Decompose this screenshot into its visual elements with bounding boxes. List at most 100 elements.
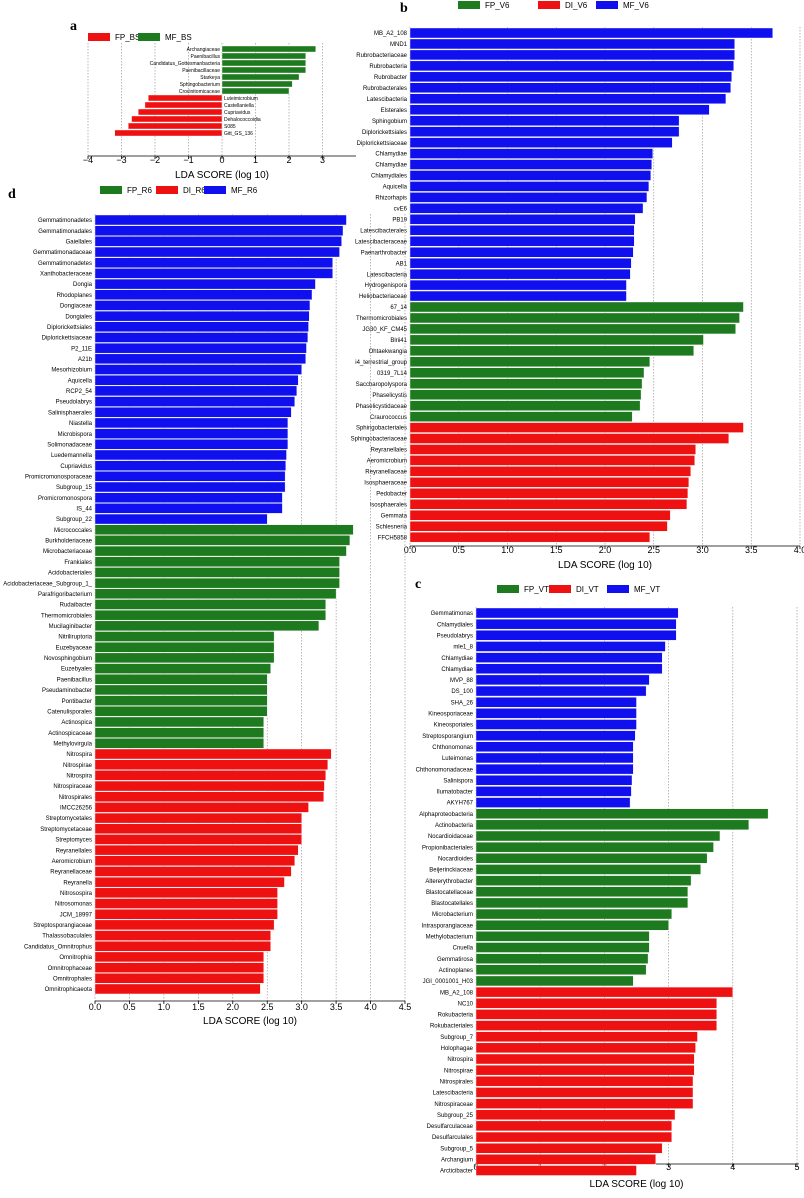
category-label: Archangium <box>441 1158 473 1164</box>
category-label: Craurococcus <box>370 415 407 421</box>
category-label: Ohtaekwangia <box>369 349 408 355</box>
bar-Acidobacteriaceae_Subgroup_1_ <box>94 577 340 589</box>
bar-Rhizorhapis <box>409 192 648 203</box>
category-label: Phaselicystidaceae <box>356 404 408 410</box>
tick-label: 3.5 <box>745 545 758 555</box>
bar-Gemmatimonadetes <box>94 257 333 268</box>
category-label: Dehalococcoidia <box>224 117 261 123</box>
category-label: Nitrospirales <box>59 795 92 801</box>
bar-Sphingobacteriales <box>409 422 744 433</box>
category-label: Rubrobacteria <box>369 64 407 70</box>
category-label: Chlamydiae <box>375 163 407 169</box>
category-label: Omnitrophicaeota <box>45 987 93 993</box>
bar-IMCC26256 <box>94 802 309 813</box>
category-label: Hydrogenispora <box>365 283 408 289</box>
bar-Dongia <box>94 278 316 290</box>
category-label: A21b <box>78 357 93 363</box>
category-label: DS_100 <box>451 689 473 695</box>
category-label: Novosphingobium <box>44 656 92 662</box>
tick-label: −1 <box>183 155 193 165</box>
bar-Dehalococcoidia <box>131 115 223 123</box>
legend-label-DI_VT: DI_VT <box>576 585 599 594</box>
category-label: Rubrobacterales <box>363 86 407 92</box>
category-label: Actinoplanes <box>439 968 473 974</box>
tick-label: 1 <box>253 155 258 165</box>
category-label: Thermomicrobiales <box>41 613 92 619</box>
bar-Thermomicrobiales <box>409 312 740 324</box>
bar-Nitrosospira <box>94 887 278 899</box>
bar-Microbispora <box>94 428 289 439</box>
category-label: Heliobacteriaceae <box>359 294 408 300</box>
bar-Omnitrophaceae <box>94 962 264 973</box>
category-label: Saccharopolyspora <box>356 382 408 388</box>
bar-Chlamydiales <box>409 170 652 181</box>
bar-Reyranellales <box>409 444 696 455</box>
category-label: Promicromonosporaceae <box>25 474 93 480</box>
panel-letter: a <box>70 19 77 34</box>
bar-Chlamydiae <box>475 652 663 663</box>
bar-Nocardioides <box>475 853 708 864</box>
category-label: NC10 <box>458 1001 474 1007</box>
category-label: Reyranellales <box>56 848 92 854</box>
bar-Streptomyces <box>94 834 302 845</box>
bar-Pontibacter <box>94 695 268 706</box>
bar-Novosphingobium <box>94 652 275 664</box>
category-label: Elsterales <box>381 108 407 114</box>
category-label: Blastocatellales <box>431 901 473 907</box>
category-label: Aeromicrobium <box>367 459 407 465</box>
bar-Cnuella <box>475 942 650 953</box>
bar-Reyranellales <box>94 844 299 856</box>
tick-label: 0.5 <box>123 1002 136 1012</box>
tick-label: 1.0 <box>158 1002 171 1012</box>
category-label: Catenulisporales <box>47 709 92 715</box>
category-label: Actinospicaceae <box>48 731 92 737</box>
category-label: Subgroup_5 <box>440 1146 473 1152</box>
legend-swatch-FP_R6 <box>100 186 122 194</box>
category-label: RCP2_54 <box>66 389 93 395</box>
bar-Reyranellaceae <box>94 866 292 877</box>
category-label: Propionibacteriales <box>422 845 473 851</box>
category-label: JG30_KF_CM45 <box>362 327 407 333</box>
bar-Euzebyaceae <box>94 642 275 653</box>
tick-label: 4.0 <box>794 545 804 555</box>
category-label: Methylovirgula <box>53 741 92 747</box>
bar-Paenarthrobacter <box>409 246 634 258</box>
legend-swatch-DI_R6 <box>156 186 178 194</box>
category-label: P2_11E <box>71 346 92 352</box>
bar-Niastella <box>94 417 289 429</box>
bar-Pseudolabrys <box>475 630 677 641</box>
category-label: Microbacterium <box>432 912 473 918</box>
bar-Acidobacteriales <box>94 567 340 578</box>
bar-AB1 <box>409 257 632 269</box>
legend-label-MF_BS: MF_BS <box>165 33 192 42</box>
category-label: Thermomicrobiales <box>356 316 407 322</box>
category-label: Dongia <box>73 282 93 288</box>
category-label: Salinisphaerales <box>48 410 92 416</box>
x-axis-label: LDA SCORE (log 10) <box>590 1179 684 1190</box>
legend-label-DI_V6: DI_V6 <box>565 1 588 10</box>
bar-Nitrospirales <box>94 791 324 802</box>
tick-label: 1.5 <box>192 1002 205 1012</box>
category-label: Gemmata <box>381 513 408 519</box>
tick-label: 0.0 <box>89 1002 102 1012</box>
category-label: Paenibacillus <box>191 54 221 60</box>
category-label: S085 <box>224 124 236 130</box>
bar-Nitrospiraceae <box>475 1098 694 1109</box>
category-label: Chlamydiales <box>371 174 407 180</box>
category-label: Isosphaeraceae <box>364 481 407 487</box>
bar-Chlamydiales <box>475 618 677 630</box>
bar-Subgroup_22 <box>94 513 268 525</box>
category-label: Nocardioides <box>438 856 473 862</box>
category-label: Nitrospira <box>66 752 92 758</box>
tick-label: 2.0 <box>599 545 612 555</box>
category-label: AB1 <box>396 261 408 267</box>
category-label: Reyranellaceae <box>365 470 407 476</box>
category-label: Salinispora <box>443 778 473 784</box>
bar-Aquicella <box>409 181 650 192</box>
category-label: AKYH767 <box>447 801 474 807</box>
bar-Gaiellales <box>94 236 342 247</box>
bar-Subgroup_25 <box>475 1109 676 1120</box>
bar-Paenibacillus <box>94 674 268 685</box>
